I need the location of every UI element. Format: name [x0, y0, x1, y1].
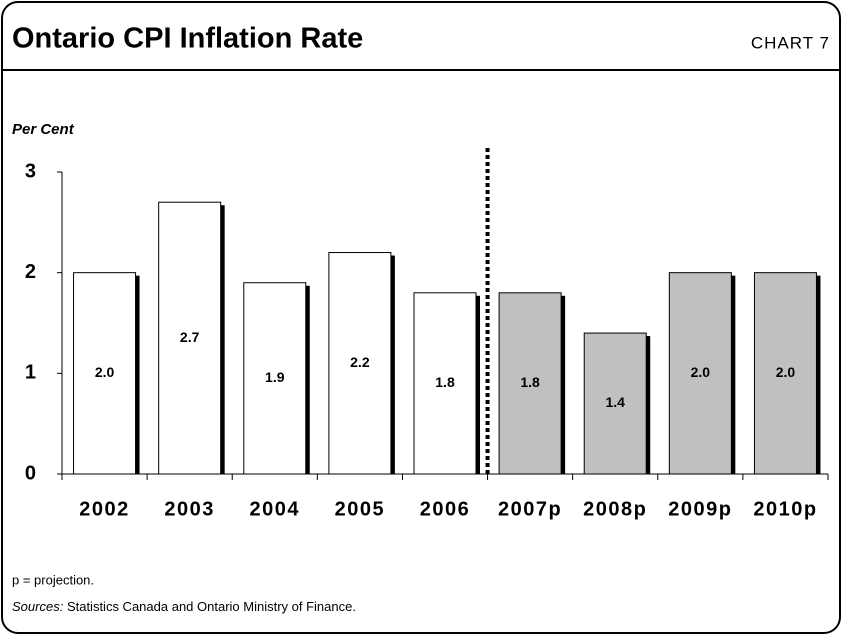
x-tick-label: 2004 [250, 498, 301, 520]
value-label: 2.2 [350, 354, 370, 370]
value-label: 2.0 [95, 364, 115, 380]
bar [73, 272, 137, 475]
x-tick-label: 2007p [498, 498, 562, 520]
bar [583, 332, 647, 475]
note: p = projection. [12, 572, 94, 587]
bar [243, 282, 307, 475]
x-tick-label: 2010p [753, 498, 817, 520]
y-axis-label: Per Cent [12, 121, 75, 138]
bar [413, 292, 477, 475]
sources: Sources: Statistics Canada and Ontario M… [12, 599, 356, 614]
x-tick-label: 2002 [79, 498, 130, 520]
value-label: 1.9 [265, 369, 285, 385]
source-text: Statistics Canada and Ontario Ministry o… [67, 599, 356, 614]
value-label: 2.0 [776, 364, 796, 380]
x-tick-label: 2005 [335, 498, 386, 520]
value-label: 1.8 [520, 374, 540, 390]
bar [668, 272, 732, 475]
bar [498, 292, 562, 475]
x-tick-label: 2003 [164, 498, 215, 520]
value-label: 1.4 [605, 394, 625, 410]
y-tick-label: 0 [25, 462, 36, 484]
chart-label: CHART 7 [751, 33, 830, 52]
x-tick-label: 2008p [583, 498, 647, 520]
value-label: 2.7 [180, 329, 200, 345]
bar [753, 272, 817, 475]
chart-title: Ontario CPI Inflation Rate [12, 23, 363, 55]
x-tick-label: 2006 [420, 498, 471, 520]
bar [158, 201, 222, 475]
bar [328, 252, 392, 475]
y-tick-label: 2 [25, 261, 36, 283]
x-tick-label: 2009p [668, 498, 732, 520]
y-tick-label: 3 [25, 160, 36, 182]
y-tick-label: 1 [25, 362, 36, 384]
source-label: Sources: [12, 599, 64, 614]
value-label: 2.0 [691, 364, 711, 380]
value-label: 1.8 [435, 374, 455, 390]
